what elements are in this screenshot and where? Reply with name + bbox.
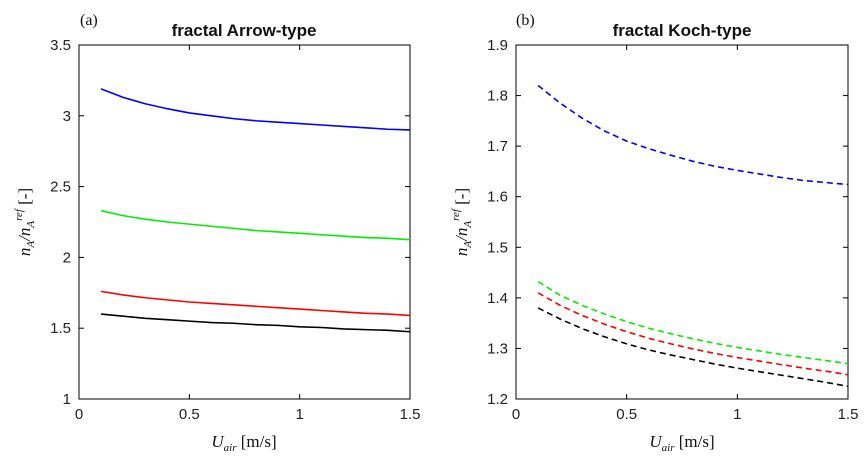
panel-b: (b) fractal Koch-type Uair [m/s] nA/nAre…: [450, 12, 858, 454]
x-tick-label: 0.5: [179, 406, 200, 423]
series-line-3: [100, 313, 411, 333]
series-line-3: [537, 307, 849, 388]
series-line-0: [537, 84, 849, 186]
series-line-0: [100, 88, 411, 131]
y-tick-label: 1.7: [487, 138, 508, 155]
y-label-num: n: [15, 248, 34, 257]
x-tick-label: 1.5: [400, 406, 421, 423]
svg-text:Uair [m/s]: Uair [m/s]: [211, 432, 276, 454]
y-tick-label: 1: [63, 391, 71, 408]
series-line-2: [537, 292, 849, 376]
x-tick-label: 1.5: [838, 406, 859, 423]
chart-title: fractal Koch-type: [613, 21, 752, 40]
plot-frame: [515, 44, 849, 400]
y-tick-label: 1.4: [487, 290, 508, 307]
series-line-2: [100, 290, 411, 317]
svg-text:Uair [m/s]: Uair [m/s]: [649, 432, 714, 454]
y-tick-label: 3: [63, 108, 71, 125]
y-tick-label: 1.3: [487, 340, 508, 357]
x-tick-label: 0.5: [616, 406, 637, 423]
y-tick-label: 1.6: [487, 189, 508, 206]
y-tick-label: 2: [63, 249, 71, 266]
y-tick-label: 1.5: [50, 320, 71, 337]
y-tick-label: 1.9: [487, 37, 508, 54]
panel-a: (a) fractal Arrow-type Uair [m/s] nA/nAr…: [13, 12, 420, 454]
x-tick-label: 1: [295, 406, 303, 423]
y-axis-label: nA/nAref [-]: [450, 188, 474, 256]
panel-label: (b): [516, 12, 535, 29]
y-tick-label: 1.8: [487, 88, 508, 105]
svg-text:nA/nAref [-]: nA/nAref [-]: [13, 188, 37, 256]
x-tick-label: 0: [75, 406, 83, 423]
x-label-text: U: [211, 432, 225, 451]
x-tick-label: 0: [512, 406, 520, 423]
series-line-1: [537, 280, 849, 365]
x-axis-label: Uair [m/s]: [211, 432, 276, 454]
x-tick-label: 1: [733, 406, 741, 423]
y-tick-label: 1.2: [487, 391, 508, 408]
y-axis-label: nA/nAref [-]: [13, 188, 37, 256]
x-label-sub: air: [224, 442, 238, 454]
y-tick-label: 1.5: [487, 239, 508, 256]
x-axis-label: Uair [m/s]: [649, 432, 714, 454]
svg-text:nA/nAref [-]: nA/nAref [-]: [450, 188, 474, 256]
y-tick-label: 3.5: [50, 37, 71, 54]
y-tick-label: 2.5: [50, 179, 71, 196]
plot-frame: [78, 44, 411, 400]
series-line-1: [100, 209, 411, 241]
chart-title: fractal Arrow-type: [172, 21, 317, 40]
x-label-unit: [m/s]: [236, 432, 276, 451]
panel-label: (a): [80, 12, 98, 29]
